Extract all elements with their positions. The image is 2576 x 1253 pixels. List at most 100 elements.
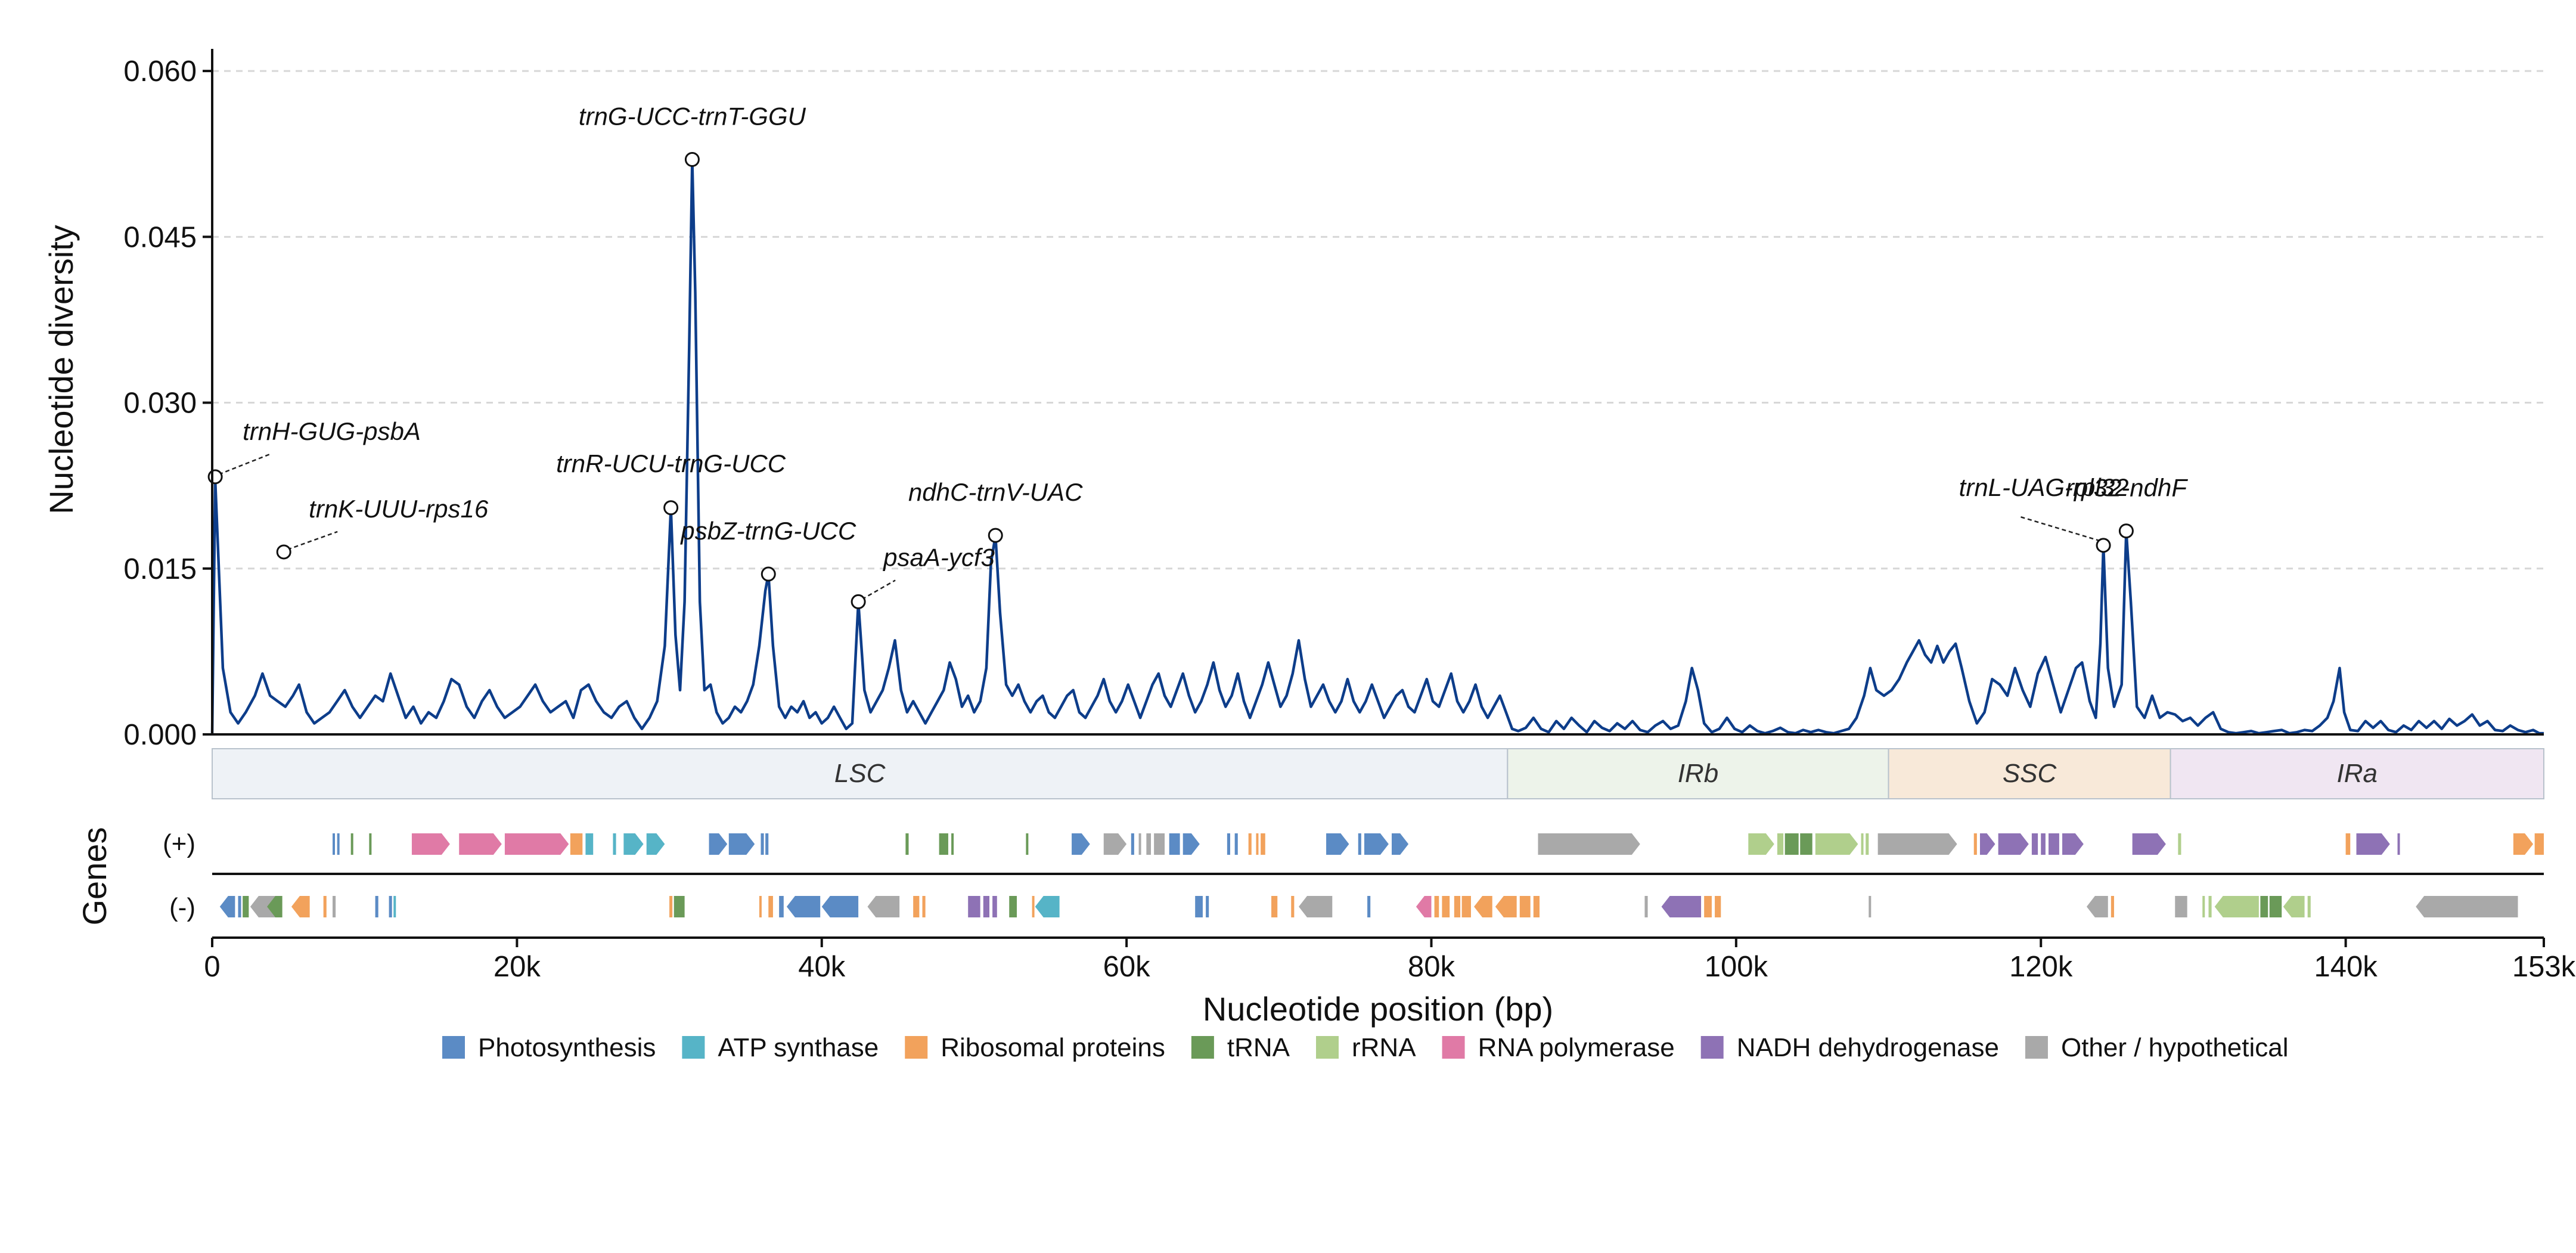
- region-label: IRa: [2337, 759, 2378, 788]
- gene-trna: [350, 833, 353, 855]
- gene-other: [2416, 896, 2518, 917]
- peak-marker: [851, 594, 866, 609]
- gene-trna: [905, 833, 909, 855]
- legend-swatch-ndh: [1700, 1036, 1724, 1059]
- gene-ribo: [2513, 833, 2534, 855]
- peak-marker: [684, 151, 700, 167]
- gene-ribo: [2111, 896, 2114, 917]
- gene-ribo: [1715, 896, 1721, 917]
- gene-ribo: [1474, 896, 1492, 917]
- gene-trna: [674, 896, 685, 917]
- gene-other: [1877, 833, 1957, 855]
- gene-ndh: [2397, 833, 2400, 855]
- peak-marker: [207, 469, 223, 485]
- gene-rnap: [504, 833, 569, 855]
- gene-photo: [1169, 833, 1180, 855]
- x-tick-label: 140k: [2314, 951, 2378, 983]
- gene-ndh: [2356, 833, 2390, 855]
- gene-rnap: [1416, 896, 1432, 917]
- x-tick-label: 40k: [798, 951, 846, 983]
- gene-ribo: [768, 896, 773, 917]
- gene-photo: [761, 833, 764, 855]
- y-tick-label: 0.015: [123, 553, 197, 585]
- legend-swatch-photo: [442, 1036, 465, 1059]
- gene-rrna: [1777, 833, 1784, 855]
- region-label: IRb: [1678, 759, 1718, 788]
- gene-other: [2086, 896, 2108, 917]
- gene-rrna: [1866, 833, 1869, 855]
- gene-trna: [939, 833, 948, 855]
- peak-leader-line: [287, 531, 338, 551]
- strand-label-minus: (-): [169, 893, 195, 922]
- y-ticks: 0.000 0.015 0.030 0.045 0.060: [123, 55, 212, 751]
- gene-rrna: [2214, 896, 2259, 917]
- legend-swatch-rrna: [1316, 1036, 1339, 1059]
- gene-other: [1103, 833, 1127, 855]
- gene-rrna: [1815, 833, 1858, 855]
- gene-photo: [389, 896, 392, 917]
- gene-photo: [1234, 833, 1238, 855]
- gene-trna: [267, 896, 283, 917]
- legend-label-photo: Photosynthesis: [478, 1033, 656, 1062]
- y-gridlines: [212, 70, 2544, 570]
- legend-label-rrna: rRNA: [1352, 1033, 1416, 1062]
- peak-leader-line: [218, 453, 271, 475]
- peak-marker: [2118, 523, 2134, 539]
- gene-ribo: [669, 896, 673, 917]
- gene-ribo: [323, 896, 327, 917]
- gene-atp: [623, 833, 644, 855]
- gene-ribo: [1454, 896, 1461, 917]
- x-tick-label: 153k: [2512, 951, 2576, 983]
- y-tick-label: 0.030: [123, 387, 197, 420]
- gene-atp: [646, 833, 665, 855]
- strand-label-plus: (+): [163, 829, 195, 858]
- gene-photo: [786, 896, 821, 917]
- gene-photo: [1358, 833, 1361, 855]
- legend: Photosynthesis ATP synthase Ribosomal prot…: [442, 1033, 2289, 1062]
- legend-label-other: Other / hypothetical: [2061, 1033, 2289, 1062]
- legend-label-trna: tRNA: [1227, 1033, 1290, 1062]
- peak-marker: [2096, 538, 2111, 553]
- gene-ribo: [2345, 833, 2351, 855]
- x-tick-label: 80k: [1408, 951, 1455, 983]
- gene-photo: [238, 896, 241, 917]
- gene-atp: [585, 833, 594, 855]
- gene-other: [1644, 896, 1648, 917]
- gene-rrna: [1861, 833, 1864, 855]
- legend-swatch-trna: [1191, 1036, 1214, 1059]
- legend-swatch-other: [2025, 1036, 2048, 1059]
- gene-photo: [728, 833, 755, 855]
- gene-ribo: [922, 896, 926, 917]
- axes: 0.000 0.015 0.030 0.045 0.060 0 20k 40k 60k 80k 1…: [123, 49, 2576, 983]
- gene-trna: [1026, 833, 1029, 855]
- region-label: LSC: [834, 759, 886, 788]
- gene-track-minus: [219, 896, 2518, 917]
- gene-ndh: [983, 896, 989, 917]
- y-tick-label: 0.060: [123, 55, 197, 88]
- peak-label: trnK-UUU-rps16: [309, 495, 489, 523]
- legend-swatch-rnap: [1442, 1036, 1465, 1059]
- legend-label-ribo: Ribosomal proteins: [941, 1033, 1165, 1062]
- gene-ndh: [2049, 833, 2059, 855]
- gene-ndh: [2062, 833, 2084, 855]
- gene-ndh: [2132, 833, 2166, 855]
- gene-photo: [779, 896, 784, 917]
- gene-photo: [1364, 833, 1389, 855]
- gene-ndh: [992, 896, 997, 917]
- gene-photo: [821, 896, 859, 917]
- gene-atp: [1035, 896, 1060, 917]
- region-lsc: [212, 748, 1509, 799]
- peak-label: trnH-GUG-psbA: [243, 417, 421, 445]
- gene-ribo: [1271, 896, 1278, 917]
- gene-trna: [2269, 896, 2282, 917]
- gene-ribo: [1256, 833, 1259, 855]
- gene-rnap: [459, 833, 502, 855]
- peak-label: ndhC-trnV-UAC: [908, 478, 1083, 506]
- diversity-series-line: [210, 158, 2544, 735]
- gene-ribo: [1261, 833, 1265, 855]
- gene-photo: [709, 833, 728, 855]
- gene-ribo: [1461, 896, 1471, 917]
- region-label: SSC: [2003, 759, 2057, 788]
- gene-ndh: [2031, 833, 2038, 855]
- gene-rrna: [2208, 896, 2212, 917]
